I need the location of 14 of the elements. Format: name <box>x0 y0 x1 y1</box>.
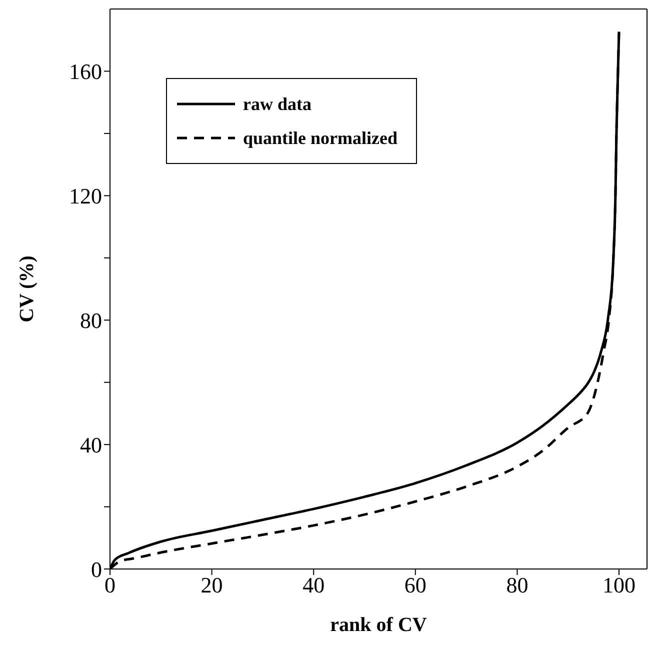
y-axis-title: CV (%) <box>16 256 38 322</box>
legend-label: quantile normalized <box>243 128 398 148</box>
x-tick-label: 40 <box>302 572 325 598</box>
y-tick-label: 120 <box>69 183 102 208</box>
legend-label: raw data <box>243 94 312 114</box>
x-tick-label: 20 <box>200 572 223 598</box>
y-tick-label: 160 <box>69 59 102 84</box>
x-tick-label: 80 <box>506 572 528 598</box>
x-axis-title: rank of CV <box>330 614 428 636</box>
y-tick-label: 80 <box>80 308 102 333</box>
y-tick-label: 40 <box>80 432 102 458</box>
y-tick-label: 0 <box>91 556 102 582</box>
x-tick-label: 60 <box>404 572 426 598</box>
x-tick-label: 100 <box>602 572 636 598</box>
